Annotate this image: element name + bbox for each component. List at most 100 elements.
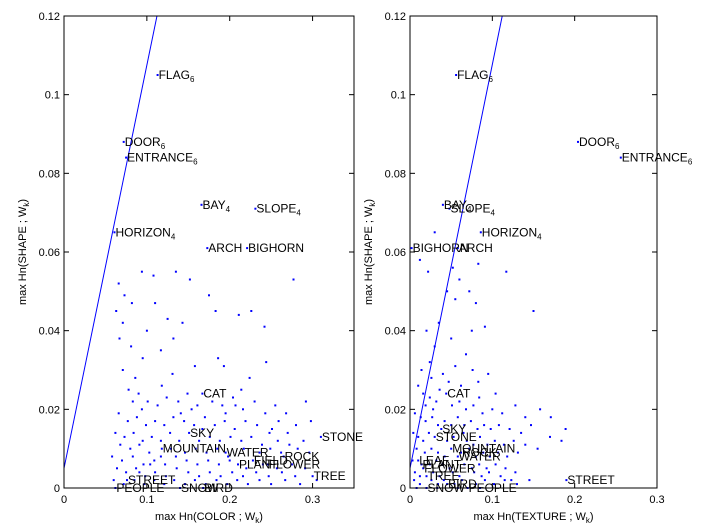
scatter-point bbox=[446, 483, 449, 486]
scatter-point bbox=[494, 463, 497, 466]
scatter-point bbox=[159, 439, 162, 442]
scatter-point bbox=[178, 439, 181, 442]
scatter-point bbox=[204, 483, 207, 486]
point-label: HORIZON4 bbox=[482, 225, 542, 241]
scatter-point bbox=[193, 479, 196, 482]
scatter-point bbox=[183, 420, 186, 423]
scatter-point bbox=[474, 483, 477, 486]
scatter-point bbox=[203, 416, 206, 419]
point-label: TREE bbox=[314, 469, 346, 483]
scatter-point bbox=[264, 412, 267, 415]
scatter-point bbox=[493, 483, 495, 486]
point-label: BAY4 bbox=[444, 198, 472, 214]
scatter-point bbox=[514, 404, 517, 407]
scatter-point bbox=[536, 447, 539, 450]
scatter-point bbox=[483, 424, 486, 427]
scatter-point bbox=[476, 428, 479, 430]
point-label: ENTRANCE6 bbox=[622, 151, 693, 167]
scatter-points bbox=[111, 74, 322, 489]
scatter-point bbox=[228, 459, 231, 462]
scatter-point bbox=[126, 420, 129, 423]
scatter-point bbox=[208, 435, 211, 438]
scatter-point bbox=[516, 483, 518, 486]
scatter-point bbox=[159, 455, 162, 458]
point-label: STREET bbox=[567, 473, 615, 487]
scatter-point bbox=[425, 475, 428, 478]
y-tick-label: 0.06 bbox=[385, 247, 406, 259]
scatter-point bbox=[275, 467, 278, 470]
scatter-point bbox=[149, 463, 152, 466]
scatter-point bbox=[174, 455, 177, 458]
scatter-point bbox=[269, 447, 272, 450]
scatter-point bbox=[549, 416, 552, 419]
scatter-point bbox=[234, 404, 237, 407]
scatter-point bbox=[190, 408, 193, 411]
scatter-point bbox=[487, 372, 490, 375]
scatter-point bbox=[208, 294, 210, 297]
scatter-point bbox=[237, 463, 239, 466]
scatter-point bbox=[164, 475, 167, 478]
scatter-point bbox=[164, 463, 167, 466]
scatter-point bbox=[422, 467, 425, 470]
scatter-point bbox=[450, 337, 453, 340]
scatter-point bbox=[261, 443, 263, 446]
point-label: PEOPLE bbox=[469, 481, 517, 495]
scatter-point bbox=[504, 467, 507, 470]
scatter-point bbox=[450, 424, 453, 427]
x-tick-label: 0.1 bbox=[485, 494, 500, 506]
scatter-point bbox=[246, 483, 249, 486]
scatter-point bbox=[121, 321, 124, 324]
scatter-point bbox=[458, 475, 461, 478]
scatter-point bbox=[431, 416, 434, 419]
scatter-point bbox=[159, 349, 162, 352]
scatter-point bbox=[233, 428, 236, 430]
scatter-point bbox=[437, 424, 439, 427]
scatter-point bbox=[131, 400, 134, 403]
scatter-point bbox=[206, 247, 209, 250]
scatter-point bbox=[236, 479, 239, 482]
scatter-point bbox=[117, 412, 120, 415]
scatter-point bbox=[184, 483, 186, 486]
scatter-point bbox=[244, 420, 247, 423]
scatter-point bbox=[456, 455, 459, 458]
scatter-point bbox=[113, 231, 116, 234]
point-label: FLOWER bbox=[269, 457, 321, 471]
scatter-point bbox=[437, 321, 440, 324]
scatter-point bbox=[125, 156, 128, 159]
scatter-point bbox=[267, 475, 270, 478]
scatter-point bbox=[489, 428, 492, 430]
scatter-point bbox=[263, 325, 266, 328]
scatter-point bbox=[198, 475, 201, 478]
scatter-point bbox=[181, 321, 184, 324]
scatter-point bbox=[217, 357, 220, 360]
scatter-point bbox=[196, 404, 199, 407]
scatter-point bbox=[437, 451, 439, 454]
y-tick-label: 0.04 bbox=[39, 326, 60, 338]
scatter-point bbox=[424, 420, 427, 423]
scatter-point bbox=[438, 475, 441, 478]
scatter-point bbox=[524, 416, 527, 419]
y-tick-label: 0.06 bbox=[39, 247, 60, 259]
scatter-point bbox=[160, 447, 163, 450]
point-label: STONE bbox=[322, 430, 363, 444]
scatter-point bbox=[456, 416, 459, 419]
scatter-point bbox=[116, 467, 118, 470]
scatter-point bbox=[173, 479, 176, 482]
scatter-point bbox=[188, 431, 191, 434]
scatter-point bbox=[472, 443, 475, 446]
scatter-point bbox=[160, 384, 163, 387]
scatter-point bbox=[427, 270, 430, 273]
scatter-point bbox=[524, 443, 527, 446]
scatter-point bbox=[205, 451, 208, 454]
scatter-point bbox=[512, 439, 515, 442]
scatter-point bbox=[315, 479, 318, 482]
scatter-point bbox=[208, 471, 211, 474]
scatter-point bbox=[493, 439, 496, 442]
scatter-point bbox=[430, 447, 433, 450]
scatter-point bbox=[214, 310, 217, 312]
scatter-point bbox=[619, 156, 622, 159]
point-label: BIGHORN bbox=[248, 241, 304, 255]
scatter-point bbox=[422, 392, 425, 395]
scatter-point bbox=[270, 483, 273, 486]
y-axis-label: max Hn(SHAPE ; Wk) bbox=[363, 199, 377, 305]
